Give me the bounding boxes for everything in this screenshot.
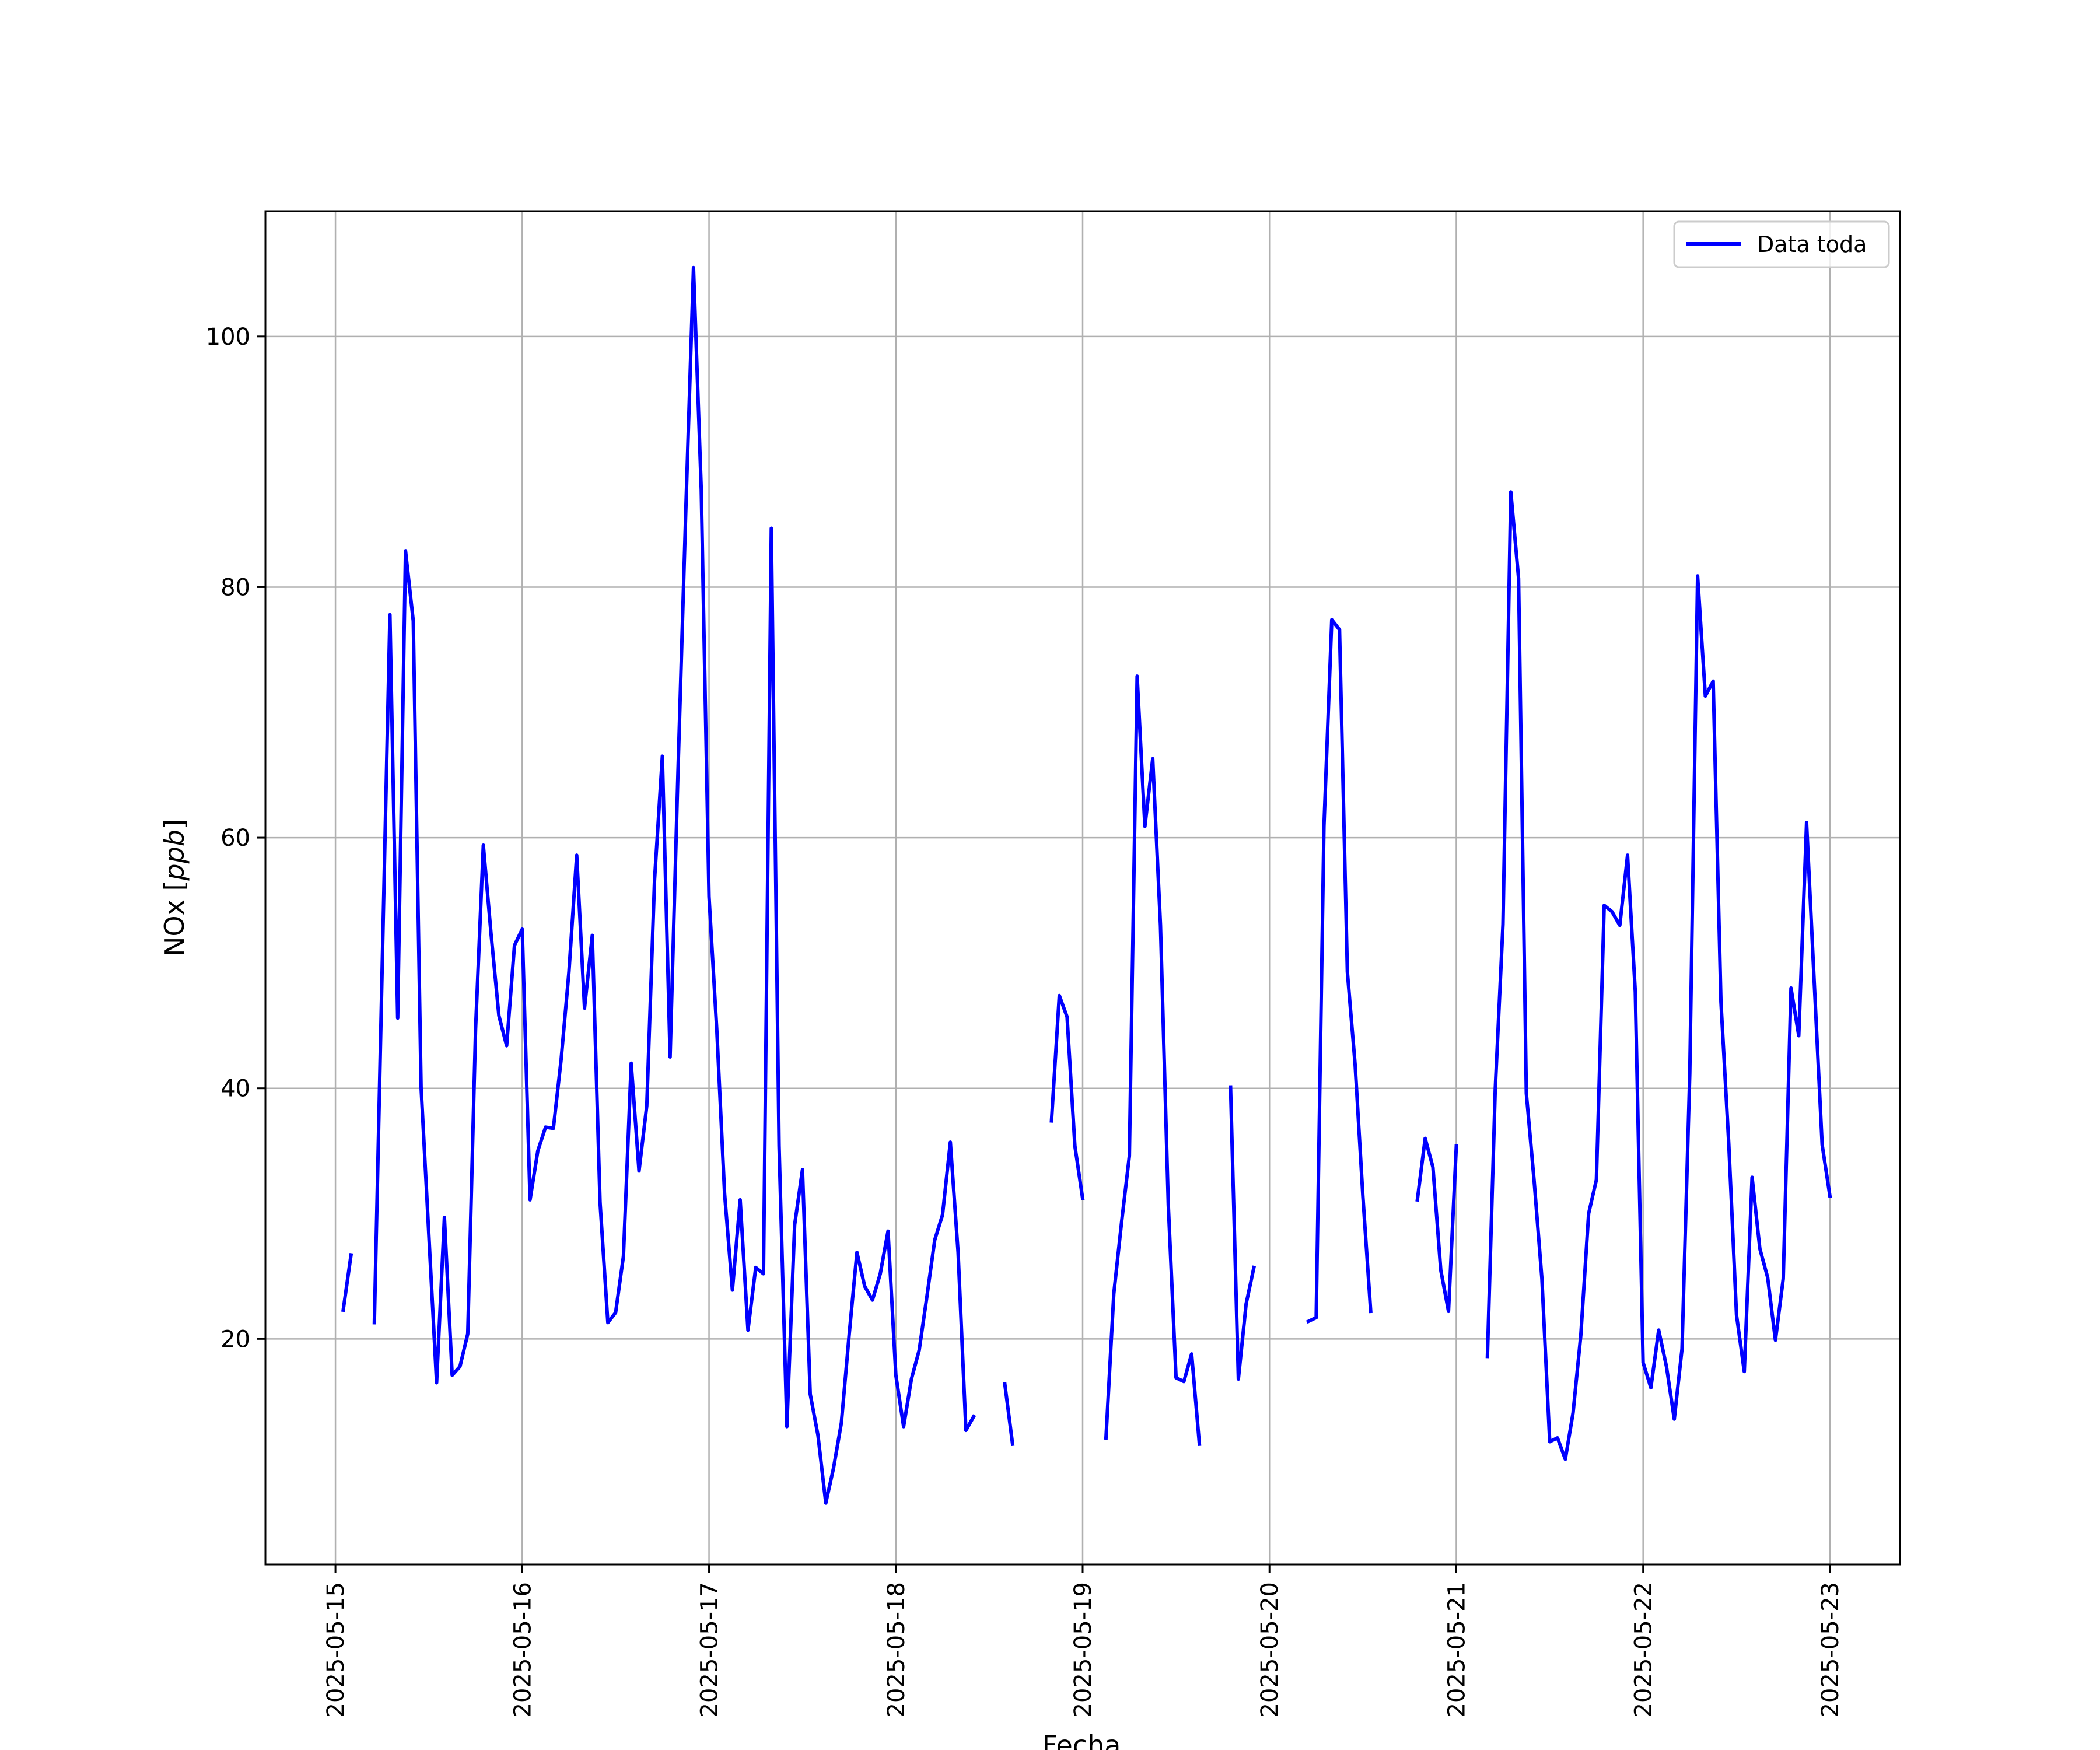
legend: Data toda [1673, 220, 1890, 268]
legend-label: Data toda [1757, 232, 1867, 257]
series-line-segment [1104, 674, 1202, 1447]
y-tick-label: 20 [220, 1326, 250, 1353]
series-line-segment [1415, 1136, 1458, 1314]
y-axis-label-base: NOx [159, 891, 190, 957]
x-tick-label: 2025-05-19 [1070, 1582, 1097, 1717]
y-axis-label-unit: ppb [159, 830, 190, 881]
x-tick-label: 2025-05-15 [323, 1582, 349, 1717]
series-line-segment [1485, 490, 1832, 1461]
y-tick-label: 100 [206, 324, 250, 351]
y-axis-label-open-bracket: [ [159, 881, 190, 891]
y-tick-label: 40 [220, 1076, 250, 1102]
y-axis: 20 40 60 80 100 [206, 324, 265, 1353]
x-tick-label: 2025-05-17 [696, 1582, 723, 1717]
legend-box [1673, 220, 1890, 268]
x-tick-label: 2025-05-18 [883, 1582, 910, 1717]
x-tick-label: 2025-05-16 [509, 1582, 536, 1717]
y-tick-label: 60 [220, 825, 250, 852]
data-series [341, 265, 1832, 1505]
x-tick-label: 2025-05-23 [1817, 1582, 1844, 1717]
y-axis-label: NOx [ppb] [159, 819, 190, 957]
x-axis: 2025-05-15 2025-05-16 2025-05-17 2025-05-18… [323, 1564, 1844, 1717]
series-line-segment [341, 1253, 354, 1312]
x-tick-label: 2025-05-20 [1256, 1582, 1283, 1717]
x-tick-label: 2025-05-22 [1630, 1582, 1657, 1717]
y-axis-label-close-bracket: ] [159, 819, 190, 830]
series-line-segment [1228, 1085, 1256, 1381]
x-tick-label: 2025-05-21 [1443, 1582, 1470, 1717]
series-line-segment [1049, 993, 1085, 1201]
series-line-segment [372, 265, 977, 1505]
x-axis-label: Fecha [1042, 1730, 1121, 1750]
y-tick-label: 80 [220, 574, 250, 601]
series-line-segment [1306, 618, 1373, 1324]
series-line-segment [1003, 1382, 1015, 1447]
